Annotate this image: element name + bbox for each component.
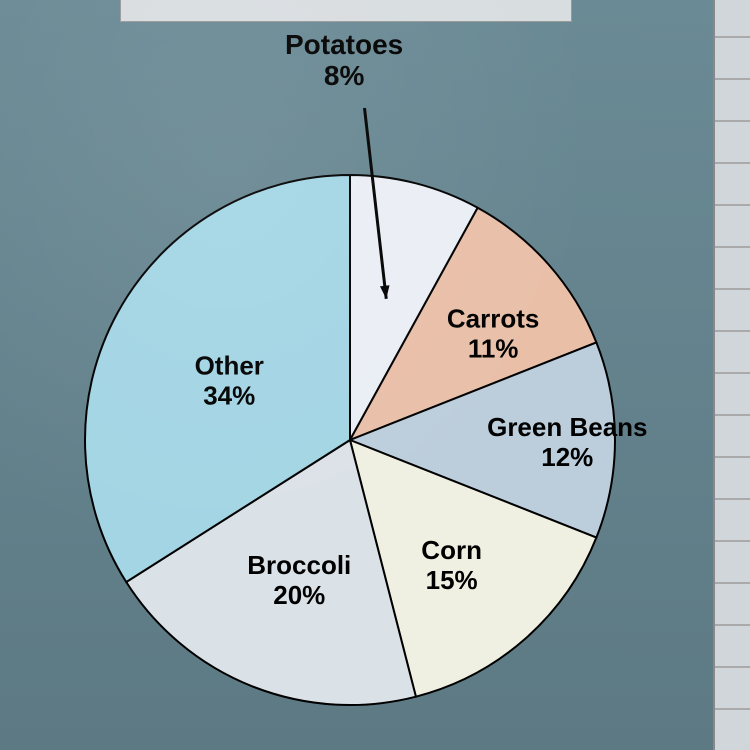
slice-label-corn: Corn — [421, 535, 482, 565]
right-edge-panel — [713, 0, 750, 750]
slice-label-carrots: Carrots — [447, 303, 539, 333]
slice-percent-other: 34% — [203, 381, 255, 411]
slice-percent-carrots: 11% — [468, 333, 519, 363]
callout-label-text: Potatoes — [285, 30, 403, 61]
pie-chart-svg: Carrots11%Green Beans12%Corn15%Broccoli2… — [60, 120, 640, 700]
top-ui-hint — [120, 0, 572, 22]
slice-percent-broccoli: 20% — [273, 580, 325, 610]
slice-label-other: Other — [195, 351, 264, 381]
pie-chart-container: Potatoes 8% Carrots11%Green Beans12%Corn… — [60, 120, 640, 700]
callout-percent-text: 8% — [285, 61, 403, 92]
callout-potatoes: Potatoes 8% — [285, 30, 403, 92]
slice-label-broccoli: Broccoli — [247, 550, 351, 580]
slice-percent-green-beans: 12% — [541, 442, 593, 472]
slice-percent-corn: 15% — [426, 565, 478, 595]
slice-label-green-beans: Green Beans — [487, 412, 647, 442]
